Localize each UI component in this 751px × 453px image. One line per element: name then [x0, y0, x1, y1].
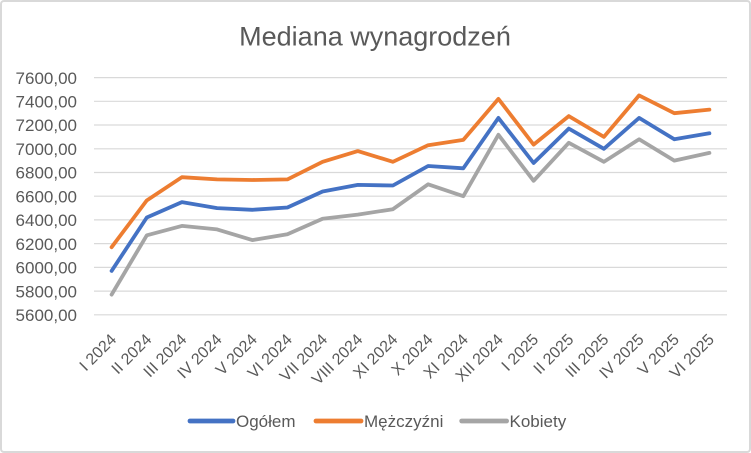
svg-text:Mediana wynagrodzeń: Mediana wynagrodzeń: [239, 22, 511, 52]
svg-text:6800,00: 6800,00: [16, 164, 77, 183]
svg-text:7400,00: 7400,00: [16, 93, 77, 112]
svg-text:6200,00: 6200,00: [16, 235, 77, 254]
svg-text:7600,00: 7600,00: [16, 69, 77, 88]
svg-text:7000,00: 7000,00: [16, 140, 77, 159]
svg-text:7200,00: 7200,00: [16, 116, 77, 135]
svg-text:6600,00: 6600,00: [16, 187, 77, 206]
svg-text:6400,00: 6400,00: [16, 211, 77, 230]
svg-text:5600,00: 5600,00: [16, 306, 77, 325]
svg-text:Mężczyźni: Mężczyźni: [364, 412, 443, 431]
svg-text:6000,00: 6000,00: [16, 259, 77, 278]
svg-text:Kobiety: Kobiety: [510, 412, 567, 431]
svg-text:5800,00: 5800,00: [16, 282, 77, 301]
svg-text:Ogółem: Ogółem: [236, 412, 296, 431]
